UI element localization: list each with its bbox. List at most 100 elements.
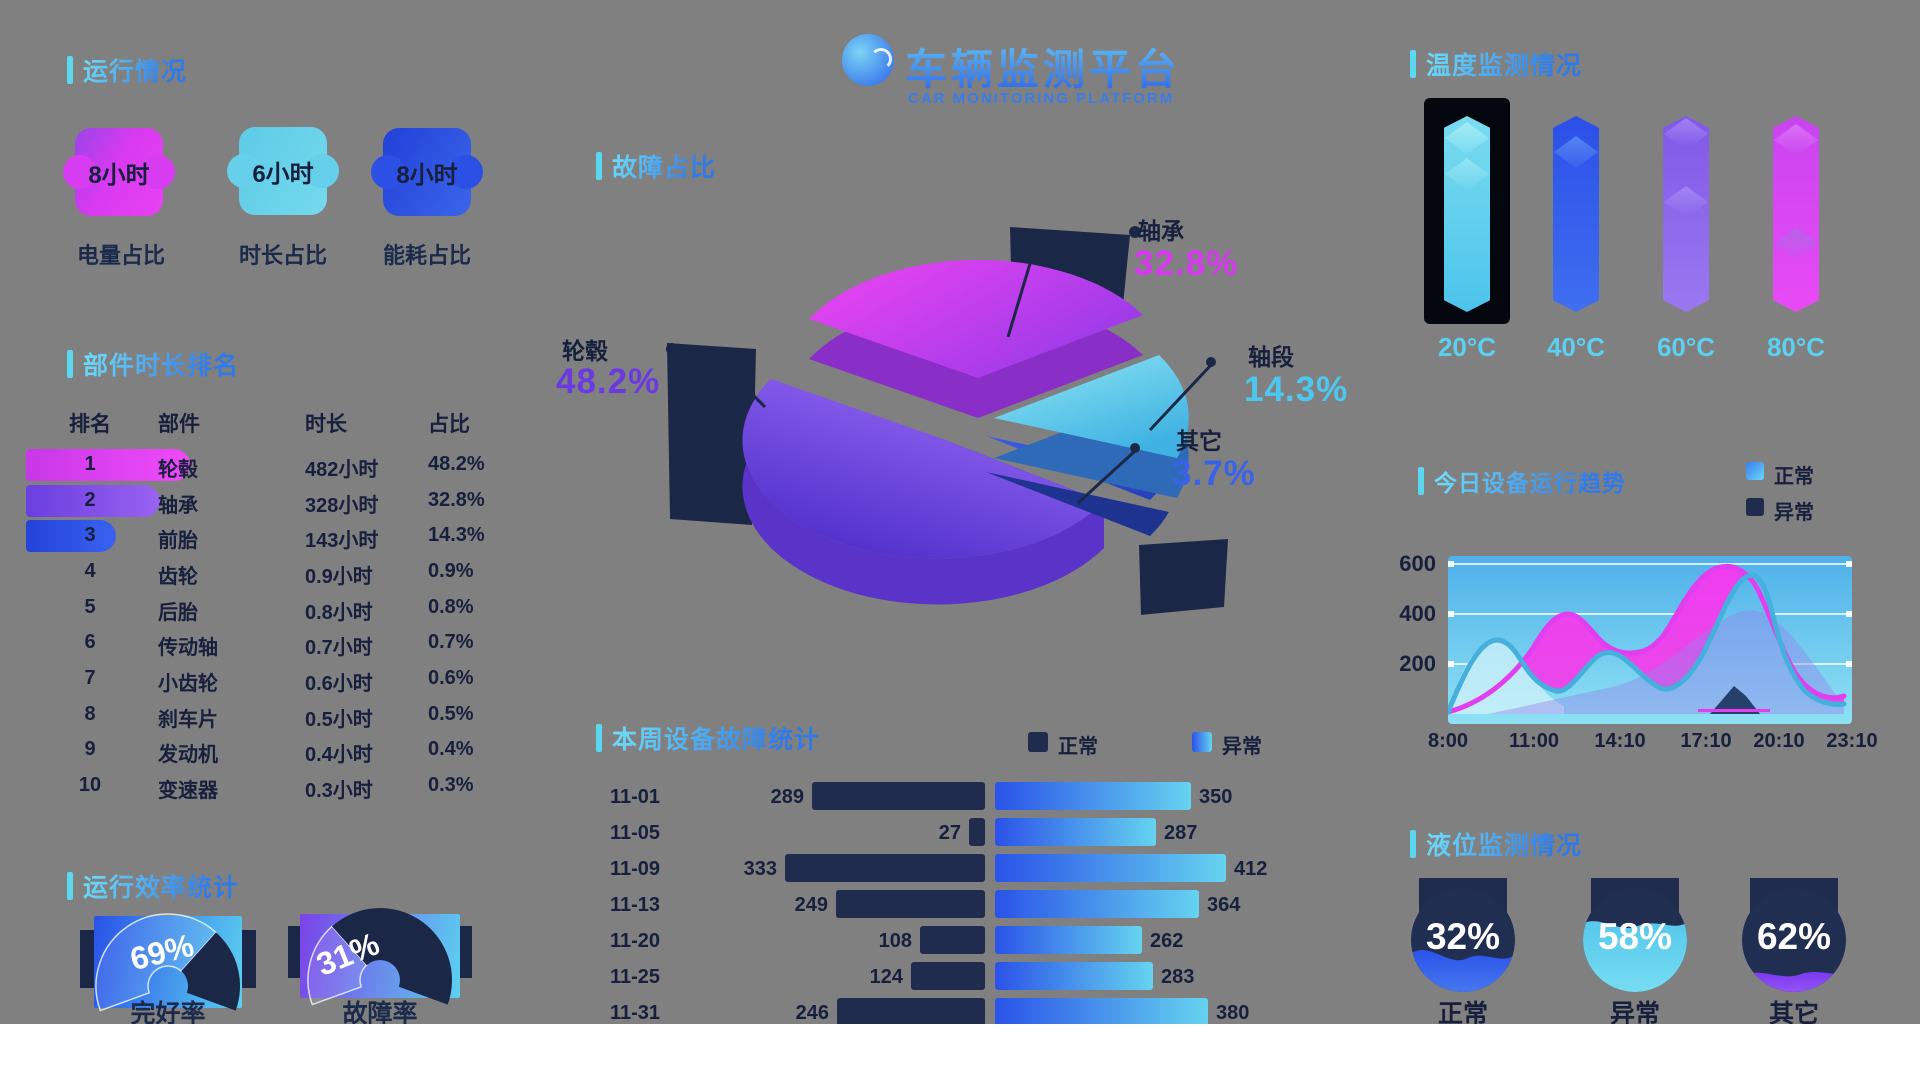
tornado-abnormal-bar bbox=[995, 854, 1226, 882]
tornado-abnormal-value: 412 bbox=[1234, 858, 1268, 880]
rank-highlight-bar-2 bbox=[26, 485, 160, 517]
tornado-date: 11-20 bbox=[610, 930, 661, 952]
gauge-fan-fault bbox=[307, 908, 453, 1006]
weekly-legend-label-normal[interactable]: 正常 bbox=[1058, 736, 1098, 758]
temp-pillar-20[interactable] bbox=[1444, 116, 1490, 312]
trend-ytick-200: 200 bbox=[1399, 651, 1436, 676]
kpi-value: 8小时 bbox=[396, 161, 458, 189]
cell-percent: 0.6% bbox=[428, 667, 474, 689]
tornado-date: 11-05 bbox=[610, 822, 661, 844]
pie-slice-shaft[interactable] bbox=[994, 355, 1189, 498]
title-accent-bar bbox=[596, 152, 602, 180]
cell-percent: 0.5% bbox=[428, 703, 474, 725]
temp-pillar-80[interactable] bbox=[1773, 116, 1819, 312]
temp-pillar-40[interactable] bbox=[1553, 116, 1599, 312]
trend-magenta-underline bbox=[1698, 709, 1770, 712]
title-accent-bar bbox=[596, 724, 602, 752]
temp-label-60[interactable]: 60°C bbox=[1656, 332, 1716, 362]
weekly-legend-swatch-normal[interactable] bbox=[1028, 732, 1048, 752]
cell-duration: 0.7小时 bbox=[305, 637, 373, 659]
trend-xtick: 14:10 bbox=[1594, 730, 1646, 752]
pie-callout-lines bbox=[711, 256, 1213, 505]
tornado-normal-bar bbox=[920, 926, 985, 954]
car-logo-icon bbox=[842, 34, 894, 86]
page-subtitle: CAR MONITORING PLATFORM bbox=[908, 90, 1175, 107]
tornado-normal-value: 27 bbox=[938, 822, 961, 844]
kpi-card-energy: 8小时 bbox=[371, 128, 483, 216]
trend-title-text: 今日设备运行趋势 bbox=[1434, 464, 1626, 498]
tornado-normal-bar bbox=[911, 962, 985, 990]
kpi-card-power: 8小时 bbox=[63, 128, 175, 216]
tornado-normal-value: 333 bbox=[743, 858, 777, 880]
cell-rank: 3 bbox=[84, 524, 96, 546]
pie-value-hub: 48.2% bbox=[556, 362, 661, 401]
cell-duration: 0.4小时 bbox=[305, 744, 373, 766]
ranking-section-title: 部件时长排名 bbox=[67, 346, 239, 382]
cell-duration: 0.8小时 bbox=[305, 602, 373, 624]
temp-label-40[interactable]: 40°C bbox=[1546, 332, 1606, 362]
cell-part: 轴承 bbox=[158, 495, 198, 517]
trend-legend-swatch-normal[interactable] bbox=[1746, 462, 1764, 480]
tornado-abnormal-bar bbox=[995, 818, 1156, 846]
pie-label-hub: 轮毂 bbox=[562, 338, 608, 364]
cell-rank: 6 bbox=[84, 631, 96, 653]
trend-area-normal-mask bbox=[1448, 575, 1844, 714]
trend-ytick-400: 400 bbox=[1399, 601, 1436, 626]
trend-line-abnormal bbox=[1448, 563, 1847, 715]
trend-legend-label-normal[interactable]: 正常 bbox=[1774, 466, 1814, 488]
pie-label-other: 其它 bbox=[1176, 428, 1222, 454]
trend-xtick: 23:10 bbox=[1826, 730, 1878, 752]
tornado-date: 11-09 bbox=[610, 858, 661, 880]
pie-callout-dot-other bbox=[1130, 443, 1140, 453]
cell-part: 变速器 bbox=[158, 780, 218, 802]
pie-section-title: 故障占比 bbox=[596, 148, 716, 184]
cell-percent: 14.3% bbox=[428, 524, 485, 546]
trend-area-chart bbox=[1448, 556, 1852, 724]
kpi-value: 8小时 bbox=[88, 161, 150, 189]
tornado-date: 11-25 bbox=[610, 966, 661, 988]
overview-section-title: 运行情况 bbox=[67, 52, 187, 88]
tornado-normal-value: 108 bbox=[878, 930, 912, 952]
weekly-section-title: 本周设备故障统计 bbox=[596, 720, 820, 756]
pie-label-shaft: 轴段 bbox=[1248, 344, 1294, 370]
pie-slice-bearing[interactable] bbox=[809, 259, 1143, 418]
cell-part: 后胎 bbox=[158, 602, 198, 624]
pie-callout-dot-shaft bbox=[1206, 357, 1216, 367]
kpi-label: 时长占比 bbox=[238, 243, 327, 268]
tornado-abnormal-value: 283 bbox=[1161, 966, 1195, 988]
cell-part: 发动机 bbox=[158, 744, 218, 766]
tornado-abnormal-value: 380 bbox=[1216, 1002, 1250, 1024]
kpi-card-duration: 6小时 bbox=[227, 127, 339, 215]
gauge-section-title: 运行效率统计 bbox=[67, 868, 239, 904]
temp-pillar-60[interactable] bbox=[1663, 116, 1709, 312]
rank-highlight-bar-1 bbox=[26, 449, 190, 481]
tornado-abnormal-value: 262 bbox=[1150, 930, 1184, 952]
cell-rank: 9 bbox=[84, 738, 96, 760]
cell-duration: 0.3小时 bbox=[305, 780, 373, 802]
liquid-percent: 32% bbox=[1425, 916, 1501, 957]
gauge-title-text: 运行效率统计 bbox=[83, 868, 239, 904]
pie-value-other: 3.7% bbox=[1172, 454, 1256, 493]
liquid-section-title: 液位监测情况 bbox=[1410, 826, 1582, 862]
gauge-label-good: 完好率 bbox=[130, 1000, 206, 1028]
trend-legend-label-abnormal[interactable]: 异常 bbox=[1774, 502, 1814, 524]
temp-label-20[interactable]: 20°C bbox=[1437, 332, 1497, 362]
trend-legend-swatch-abnormal[interactable] bbox=[1746, 498, 1764, 516]
pie-slice-hub[interactable] bbox=[742, 379, 1104, 605]
temperature-title-text: 温度监测情况 bbox=[1426, 46, 1582, 82]
bottom-white-strip bbox=[0, 1024, 1920, 1080]
tornado-abnormal-value: 364 bbox=[1207, 894, 1241, 916]
gauge-side-flap bbox=[460, 926, 472, 978]
tornado-normal-value: 124 bbox=[869, 966, 903, 988]
tornado-abnormal-bar bbox=[995, 962, 1153, 990]
trend-dark-peak bbox=[1710, 686, 1760, 714]
tornado-abnormal-value: 350 bbox=[1199, 786, 1233, 808]
cell-rank: 1 bbox=[84, 453, 96, 475]
weekly-legend-swatch-abnormal[interactable] bbox=[1192, 732, 1212, 752]
temp-label-80[interactable]: 80°C bbox=[1766, 332, 1826, 362]
tornado-normal-value: 249 bbox=[794, 894, 828, 916]
weekly-legend-label-abnormal[interactable]: 异常 bbox=[1222, 736, 1262, 758]
title-accent-bar bbox=[1410, 50, 1416, 78]
liquid-percent: 58% bbox=[1597, 916, 1673, 957]
cell-part: 轮毂 bbox=[158, 459, 198, 481]
